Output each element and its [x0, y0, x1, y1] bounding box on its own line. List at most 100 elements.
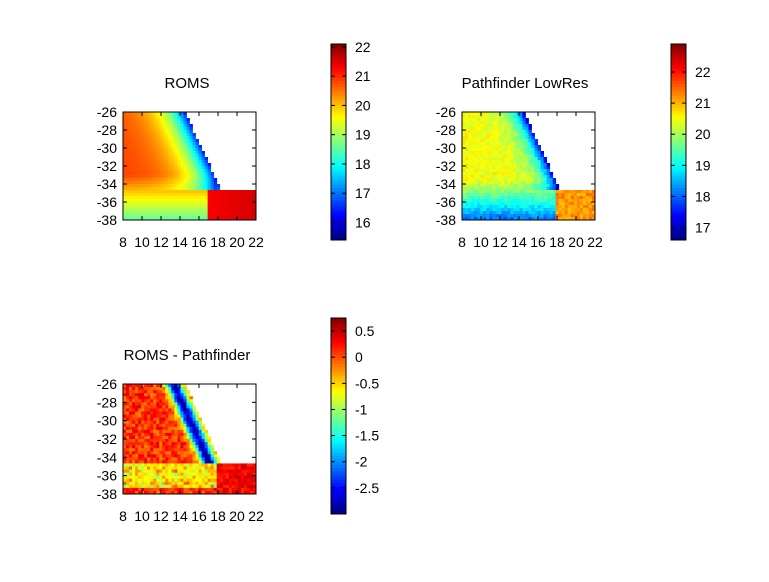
heatmap-cell	[123, 469, 127, 474]
heatmap-cell	[180, 478, 184, 483]
heatmap-cell	[138, 217, 142, 221]
heatmap-cell	[150, 160, 154, 164]
heatmap-cell	[135, 490, 139, 495]
heatmap-cell	[132, 214, 136, 218]
heatmap-cell	[471, 112, 475, 116]
heatmap-cell	[480, 148, 484, 152]
heatmap-cell	[471, 142, 475, 146]
heatmap-cell	[513, 208, 517, 212]
heatmap-cell	[144, 133, 148, 137]
heatmap-cell	[483, 118, 487, 122]
heatmap-cell	[525, 172, 529, 176]
heatmap-cell	[150, 196, 154, 200]
heatmap-cell	[492, 211, 496, 215]
heatmap-cell	[147, 112, 151, 116]
heatmap-cell	[192, 217, 196, 221]
heatmap-cell	[492, 172, 496, 176]
heatmap-cell	[528, 172, 532, 176]
colorbar-step	[331, 461, 346, 466]
heatmap-cell	[153, 163, 157, 167]
heatmap-cell	[168, 154, 172, 158]
heatmap-cell	[132, 460, 136, 464]
heatmap-cell	[186, 157, 190, 161]
colorbar-step	[331, 480, 346, 484]
heatmap-cell	[126, 193, 130, 197]
heatmap-cell	[138, 463, 142, 467]
heatmap-cell	[192, 163, 196, 167]
heatmap-cell	[228, 199, 233, 203]
heatmap-cell	[156, 112, 160, 116]
heatmap-cell	[132, 466, 136, 470]
heatmap-cell	[201, 472, 206, 477]
heatmap-cell	[123, 405, 127, 409]
heatmap-cell	[150, 151, 154, 155]
heatmap-cell	[252, 193, 257, 197]
heatmap-cell	[519, 199, 523, 203]
heatmap-cell	[234, 475, 239, 480]
heatmap-cell	[165, 478, 169, 483]
heatmap-cell	[204, 469, 209, 474]
heatmap-cell	[222, 490, 227, 495]
heatmap-cell	[495, 154, 499, 158]
heatmap-cell	[174, 423, 178, 428]
heatmap-cell	[507, 127, 511, 131]
heatmap-cell	[129, 217, 133, 221]
heatmap-cell	[156, 478, 160, 483]
heatmap-cell	[186, 121, 190, 125]
heatmap-cell	[474, 184, 478, 188]
heatmap-cell	[471, 196, 475, 200]
heatmap-cell	[501, 217, 505, 221]
heatmap-cell	[132, 417, 136, 422]
heatmap-cell	[543, 199, 548, 203]
heatmap-cell	[471, 118, 475, 122]
heatmap-cell	[135, 451, 139, 455]
colorbar-step	[331, 406, 346, 411]
heatmap-cell	[207, 463, 212, 467]
colorbar-step	[331, 510, 346, 515]
heatmap-cell	[144, 130, 148, 134]
heatmap-cell	[498, 160, 502, 164]
heatmap-cell	[144, 417, 148, 422]
heatmap-cell	[537, 166, 541, 170]
y-tick-label: -30	[97, 413, 117, 429]
heatmap-cell	[123, 396, 127, 400]
heatmap-cell	[507, 145, 511, 149]
heatmap-cell	[159, 457, 163, 461]
colorbar-step	[671, 151, 686, 155]
heatmap-cell	[156, 457, 160, 461]
heatmap-cell	[501, 136, 505, 140]
heatmap-cell	[498, 202, 502, 206]
heatmap-cell	[204, 439, 209, 443]
heatmap-cell	[492, 202, 496, 206]
heatmap-cell	[174, 487, 178, 492]
heatmap-cell	[564, 211, 569, 215]
heatmap-cell	[132, 187, 136, 191]
heatmap-cell	[177, 414, 181, 419]
heatmap-cell	[207, 487, 212, 492]
heatmap-cell	[126, 190, 130, 194]
heatmap-cell	[234, 463, 239, 467]
heatmap-cell	[558, 211, 563, 215]
heatmap-cell	[477, 175, 481, 179]
heatmap-cell	[174, 384, 178, 388]
heatmap-cell	[150, 181, 154, 185]
heatmap-cell	[174, 217, 178, 221]
heatmap-cell	[189, 484, 193, 489]
heatmap-cell	[201, 211, 206, 215]
heatmap-cell	[135, 121, 139, 125]
heatmap-cell	[465, 193, 469, 197]
heatmap-cell	[183, 408, 187, 412]
heatmap-cell	[477, 187, 481, 191]
heatmap-cell	[165, 214, 169, 218]
heatmap-cell	[480, 202, 484, 206]
heatmap-cell	[492, 112, 496, 116]
heatmap-cell	[126, 202, 130, 206]
heatmap-cell	[123, 112, 127, 116]
heatmap-cell	[207, 217, 212, 221]
heatmap-cell	[225, 199, 230, 203]
heatmap-cell	[543, 175, 548, 179]
heatmap-cell	[465, 214, 469, 218]
heatmap-cell	[486, 136, 490, 140]
heatmap-cell	[138, 133, 142, 137]
heatmap-cell	[225, 205, 230, 209]
